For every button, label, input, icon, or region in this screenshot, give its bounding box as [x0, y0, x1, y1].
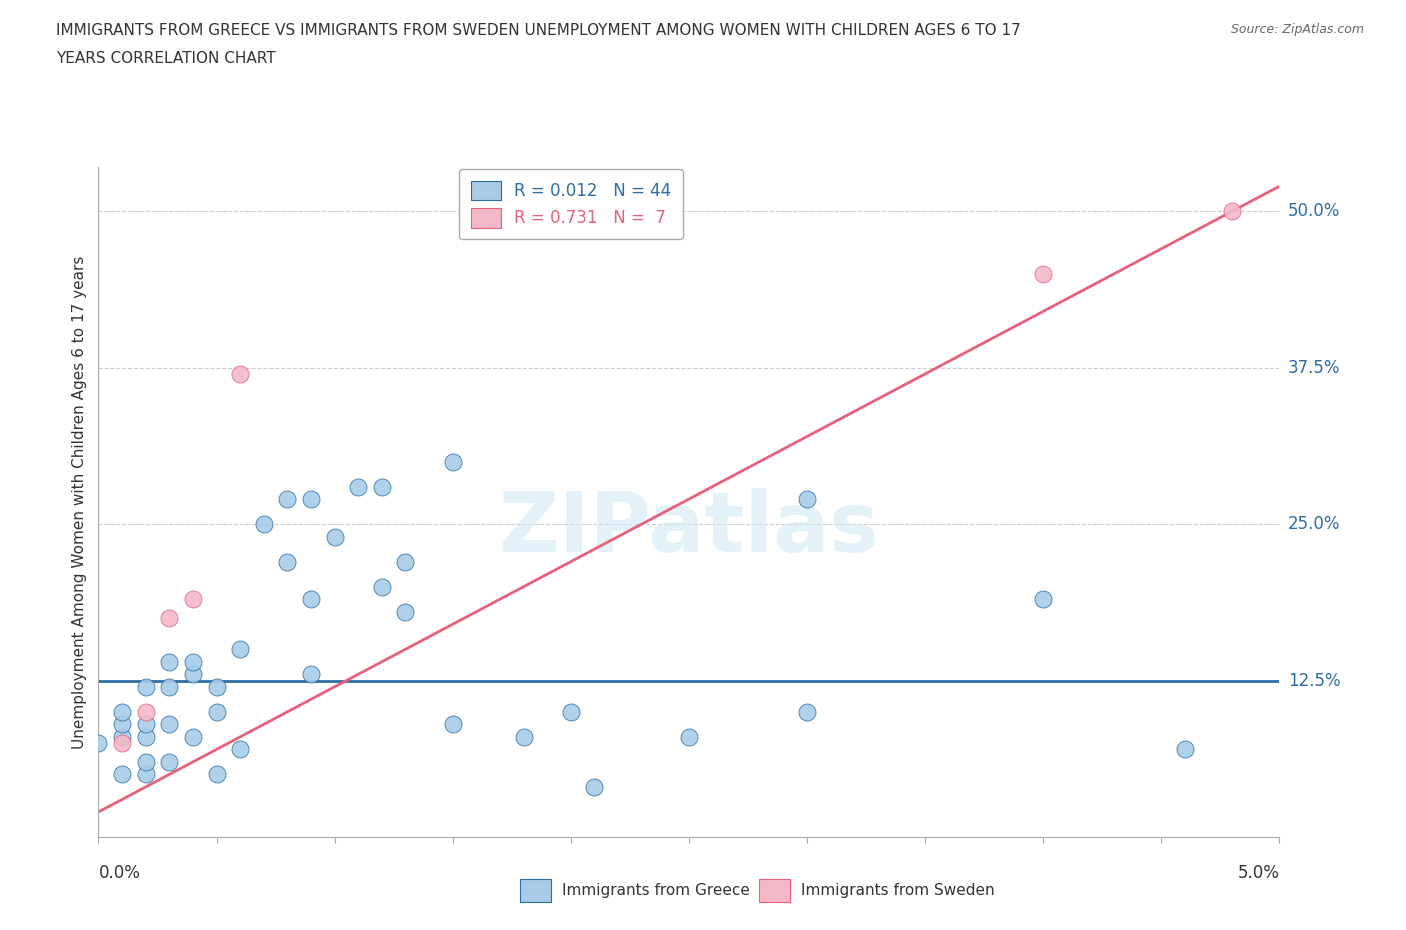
Point — [135, 729, 157, 744]
Point — [371, 579, 394, 594]
Text: Immigrants from Greece: Immigrants from Greece — [562, 883, 751, 897]
Point — [111, 736, 134, 751]
Point — [135, 704, 157, 719]
Point — [276, 492, 298, 507]
Point — [181, 655, 204, 670]
Point — [229, 366, 252, 381]
Point — [205, 704, 228, 719]
Point — [371, 479, 394, 494]
Text: 12.5%: 12.5% — [1288, 671, 1340, 689]
Text: 50.0%: 50.0% — [1288, 202, 1340, 220]
Point — [796, 704, 818, 719]
Point — [157, 610, 180, 625]
Point — [583, 779, 606, 794]
Point — [299, 492, 322, 507]
Text: 37.5%: 37.5% — [1288, 359, 1340, 377]
Point — [299, 591, 322, 606]
Point — [394, 554, 416, 569]
Point — [1032, 266, 1054, 281]
Text: Immigrants from Sweden: Immigrants from Sweden — [801, 883, 995, 897]
Point — [299, 667, 322, 682]
Point — [181, 667, 204, 682]
Point — [135, 717, 157, 732]
Point — [678, 729, 700, 744]
Text: 25.0%: 25.0% — [1288, 515, 1340, 533]
Text: Source: ZipAtlas.com: Source: ZipAtlas.com — [1230, 23, 1364, 36]
Point — [441, 454, 464, 469]
Point — [1174, 742, 1197, 757]
Point — [181, 729, 204, 744]
Point — [87, 736, 110, 751]
Point — [347, 479, 370, 494]
Text: IMMIGRANTS FROM GREECE VS IMMIGRANTS FROM SWEDEN UNEMPLOYMENT AMONG WOMEN WITH C: IMMIGRANTS FROM GREECE VS IMMIGRANTS FRO… — [56, 23, 1021, 38]
Point — [323, 529, 346, 544]
Text: 5.0%: 5.0% — [1237, 864, 1279, 882]
Point — [111, 729, 134, 744]
Text: 0.0%: 0.0% — [98, 864, 141, 882]
Point — [135, 767, 157, 782]
Point — [111, 767, 134, 782]
Point — [111, 717, 134, 732]
Point — [135, 680, 157, 695]
Legend: R = 0.012   N = 44, R = 0.731   N =  7: R = 0.012 N = 44, R = 0.731 N = 7 — [458, 169, 683, 239]
Point — [181, 591, 204, 606]
Text: ZIPatlas: ZIPatlas — [499, 488, 879, 569]
Point — [394, 604, 416, 619]
Point — [229, 642, 252, 657]
Point — [512, 729, 534, 744]
Point — [111, 704, 134, 719]
Point — [157, 754, 180, 769]
Y-axis label: Unemployment Among Women with Children Ages 6 to 17 years: Unemployment Among Women with Children A… — [72, 256, 87, 749]
Point — [1032, 591, 1054, 606]
Point — [560, 704, 582, 719]
Point — [205, 680, 228, 695]
Point — [253, 517, 276, 532]
Point — [276, 554, 298, 569]
Point — [796, 492, 818, 507]
Point — [157, 680, 180, 695]
Point — [135, 754, 157, 769]
Point — [1220, 204, 1243, 219]
Point — [157, 655, 180, 670]
Point — [205, 767, 228, 782]
Point — [157, 717, 180, 732]
Point — [229, 742, 252, 757]
Point — [441, 717, 464, 732]
Text: YEARS CORRELATION CHART: YEARS CORRELATION CHART — [56, 51, 276, 66]
